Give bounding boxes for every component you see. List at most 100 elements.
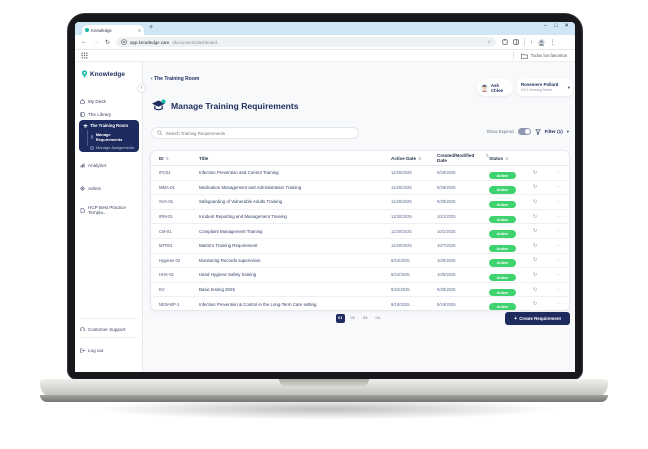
apps-grid-icon[interactable] [81,52,88,59]
filter-chevron-icon[interactable]: ▾ [566,128,569,134]
row-menu-icon[interactable]: ⋯ [556,169,561,176]
cell-active-date: 9/24/2025 [391,257,410,263]
sidebar-item-label: Manage Assignments [96,145,135,150]
download-icon[interactable]: ↓ [530,39,533,45]
sort-icon[interactable]: ⇅ [418,155,422,161]
table-row[interactable]: MMA-01 Medication Management and Adminis… [151,181,569,196]
tab-close-icon[interactable]: ✕ [137,27,141,33]
sidebar-item-library[interactable]: The Library [80,109,140,119]
sort-icon[interactable]: ⇅ [165,155,169,161]
extensions-icon[interactable] [502,39,508,45]
sidebar-collapse-button[interactable]: ‹ [137,84,146,93]
history-icon[interactable]: ↻ [533,271,538,278]
book-icon [80,111,85,117]
filter-button[interactable]: Filter (1) [544,129,563,134]
sidebar-group-training-room[interactable]: The Training Room Manage Requirements [79,120,139,152]
col-header-status: Status [489,155,504,161]
sidebar-item-log-out[interactable]: Log out [80,345,140,355]
row-menu-icon[interactable]: ⋯ [556,301,561,308]
menu-kebab-icon[interactable]: ⋮ [549,39,556,46]
history-icon[interactable]: ↻ [533,301,538,308]
search-bar[interactable] [151,127,359,139]
site-info-icon[interactable] [121,39,127,45]
breadcrumb-label: The Training Room [154,76,200,82]
profile-avatar[interactable] [538,38,545,46]
table-row[interactable]: Hygiene 02 Monitoring Records supervisio… [151,254,569,269]
history-icon[interactable]: ↻ [533,257,538,264]
side-panel-icon[interactable] [513,39,519,45]
close-button[interactable]: ✕ [564,23,569,29]
headset-icon [80,326,85,331]
table-row[interactable]: EV Basic testing 2025 9/22/2025 9/26/202… [151,283,569,298]
maximize-button[interactable]: □ [554,23,558,29]
create-requirement-button[interactable]: + Create Requirement [505,312,570,325]
row-menu-icon[interactable]: ⋯ [556,271,561,278]
history-icon[interactable]: ↻ [533,228,538,235]
table-row[interactable]: NEW-BP-1 Infection Prevention & Control … [151,297,569,310]
sidebar-item-label: Admin [88,185,102,191]
row-menu-icon[interactable]: ⋯ [556,198,561,205]
cell-title: Medication Management and Administration… [199,184,302,190]
history-icon[interactable]: ↻ [533,242,538,249]
toolbar-divider [524,38,526,46]
sidebar-item-label: HCP Best Practice Templa... [88,205,126,215]
table-row[interactable]: CM-01 Complaint Management Training 11/3… [151,224,569,239]
history-icon[interactable]: ↻ [533,213,538,220]
page-button-2[interactable]: 02 [350,315,355,320]
table-row[interactable]: IRM-01 Incident Reporting and Management… [151,210,569,225]
row-menu-icon[interactable]: ⋯ [556,286,561,293]
filter-funnel-icon[interactable] [534,128,541,135]
address-bar[interactable]: app.knowledge.care/documents/dashboard ☆ [116,37,497,47]
table-header-row: ID ⇅ Title Active Date ⇅ Created/Modified … [151,151,569,166]
sidebar-item-hcp-templates[interactable]: HCP Best Practice Templa... [80,205,140,215]
row-menu-icon[interactable]: ⋯ [556,184,561,191]
requirements-table: ID ⇅ Title Active Date ⇅ Created/Modified … [150,150,570,311]
sort-icon[interactable]: ⇅ [485,153,489,158]
minimize-button[interactable]: – [544,23,548,29]
back-icon[interactable]: ← [81,39,87,45]
search-input[interactable] [165,130,353,136]
sidebar-item-training-room[interactable]: The Training Room [83,123,135,128]
logo-text: Knowledge [90,70,125,78]
table-row[interactable]: IPC01 Infection Prevention and Control T… [151,166,569,181]
organization-selector[interactable]: Rosemere Pollard HC1 Nursing Home ▾ [517,79,573,96]
show-expired-toggle[interactable] [517,128,531,135]
history-icon[interactable]: ↻ [533,169,538,176]
cell-modified-date: 10/1/2025 [437,214,456,220]
cell-title: Incident Reporting and Management Traini… [199,214,287,220]
sidebar-item-analytics[interactable]: Analytics [80,160,140,170]
row-menu-icon[interactable]: ⋯ [556,228,561,235]
reload-icon[interactable]: ↻ [105,39,111,46]
table-row[interactable]: SVA-01 Safeguarding of Vulnerable Adults… [151,195,569,210]
all-bookmarks[interactable]: Todos los favoritos [512,52,567,59]
table-row[interactable]: HHS-01 Hand Hygiene Safety training 9/24… [151,268,569,283]
history-icon[interactable]: ↻ [533,286,538,293]
sidebar-item-customer-support[interactable]: Customer Support [80,324,140,334]
row-menu-icon[interactable]: ⋯ [556,213,561,220]
browser-toolbar: ← → ↻ app.knowledge.care/documents/dashb… [75,35,575,50]
cell-modified-date: 10/6/2025 [437,257,456,263]
sidebar-item-admin[interactable]: Admin [80,183,140,193]
ask-assistant-button[interactable]: Ask Chloe [477,79,513,96]
sidebar-item-manage-assignments[interactable]: Manage Assignments [90,145,135,150]
tab-title: Knowledge [91,27,112,33]
chevron-down-icon: ▾ [567,85,570,90]
row-menu-icon[interactable]: ⋯ [556,257,561,264]
sidebar-item-my-desk[interactable]: My Desk [80,96,140,106]
table-row[interactable]: MTR01 Martin's Training Requirement 11/3… [151,239,569,254]
page-button-3[interactable]: 03 [363,315,368,320]
browser-tab[interactable]: Knowledge ✕ [82,25,144,35]
forward-icon[interactable]: → [93,39,99,45]
page-button-4[interactable]: 04 [375,315,380,320]
status-badge: Active [489,215,516,224]
history-icon[interactable]: ↻ [533,198,538,205]
new-tab-button[interactable]: + [149,24,154,31]
history-icon[interactable]: ↻ [533,184,538,191]
sidebar-item-manage-requirements[interactable]: Manage Requirements [90,132,135,142]
sort-icon[interactable]: ⇅ [505,155,509,161]
row-menu-icon[interactable]: ⋯ [556,242,561,249]
page-button-1[interactable]: 01 [336,314,345,323]
bookmark-star-icon[interactable]: ☆ [486,39,492,44]
organization-name: Rosemere Pollard [521,81,559,87]
breadcrumb[interactable]: ‹ The Training Room [151,76,199,82]
